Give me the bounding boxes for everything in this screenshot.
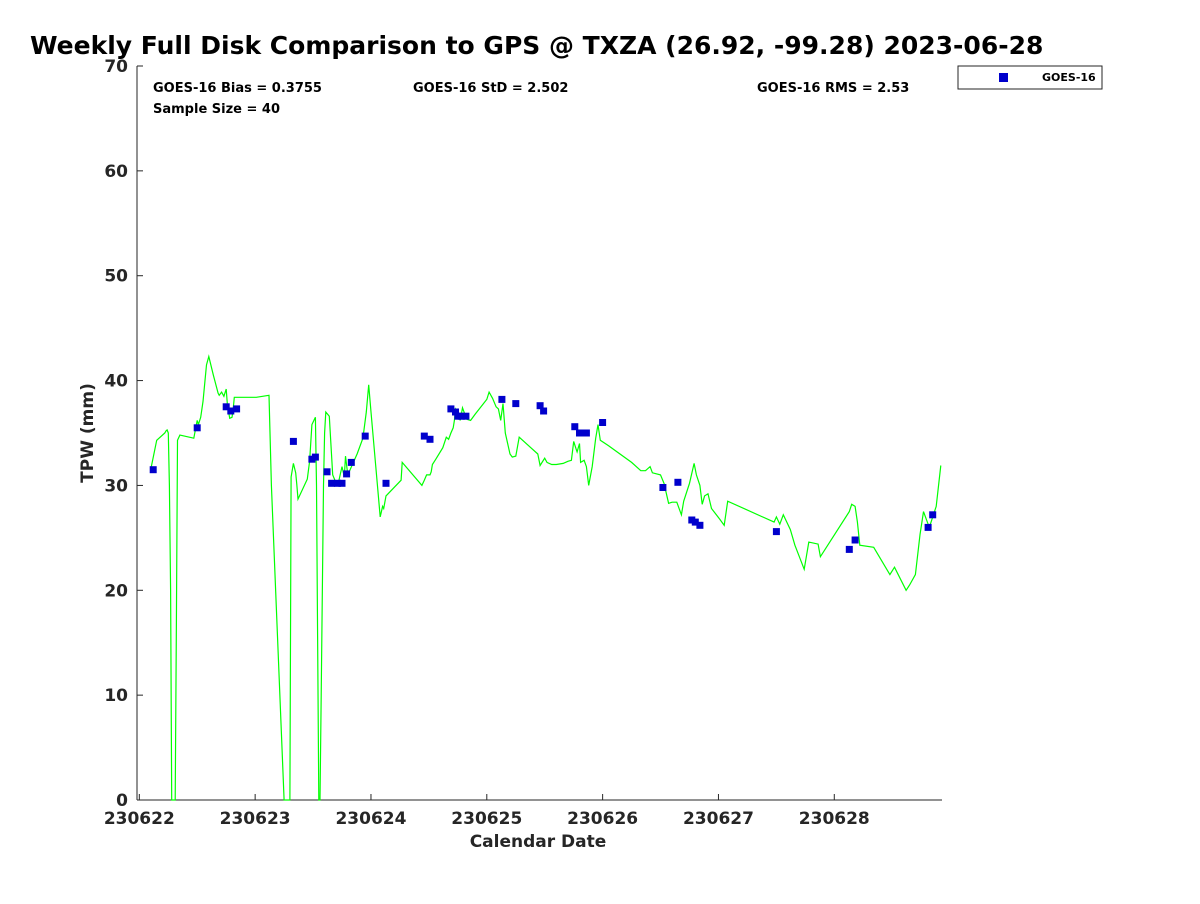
bias-stat: GOES-16 Bias = 0.3755	[153, 81, 322, 96]
goes-16-point	[361, 432, 369, 440]
goes-16-point	[696, 521, 704, 529]
goes-16-point	[498, 395, 506, 403]
goes-16-point	[599, 419, 607, 426]
goes-16-point	[323, 468, 331, 476]
rms-stat: GOES-16 RMS = 2.53	[757, 81, 909, 96]
goes-16-point	[328, 479, 336, 487]
x-tick-label: 230625	[451, 809, 522, 829]
goes-16-point	[426, 435, 434, 443]
goes-16-point	[338, 479, 346, 487]
x-ticks: 230622 230623 230624 230625 230626 230627 2306…	[104, 794, 870, 829]
y-tick-label: 10	[104, 686, 128, 706]
goes-16-point	[343, 470, 351, 478]
legend: GOES-16	[957, 65, 1103, 90]
legend-marker-goes-16	[999, 73, 1008, 82]
y-axis-label: TPW (mm)	[78, 383, 98, 483]
x-tick-label: 230627	[683, 809, 754, 829]
goes-16-point	[457, 412, 465, 420]
goes-16-point	[582, 429, 590, 437]
goes-16-point	[659, 484, 667, 491]
y-tick-label: 70	[104, 57, 128, 77]
x-tick-label: 230628	[799, 809, 870, 829]
goes-16-point	[540, 407, 548, 415]
goes-16-point	[674, 478, 682, 486]
legend-box	[957, 65, 1103, 90]
goes-16-point	[924, 523, 932, 531]
x-axis-label: Calendar Date	[470, 832, 607, 852]
y-tick-label: 50	[104, 267, 128, 287]
goes-16-point	[772, 528, 780, 536]
x-tick-label: 230622	[104, 809, 175, 829]
goes-16-point	[851, 536, 859, 544]
x-tick-label: 230623	[220, 809, 291, 829]
y-tick-label: 20	[104, 581, 128, 601]
goes-16-point	[571, 423, 579, 431]
sample-size-stat: Sample Size = 40	[153, 102, 280, 117]
goes-16-point	[845, 545, 853, 553]
x-tick-label: 230624	[335, 809, 406, 829]
goes-16-point	[347, 458, 355, 466]
goes-16-point	[289, 437, 297, 445]
goes-16-point	[193, 424, 201, 432]
goes-16-point	[222, 403, 230, 411]
goes-16-point	[311, 453, 319, 461]
plot-axes	[136, 66, 942, 801]
goes-16-point	[929, 511, 937, 519]
goes-16-point	[691, 518, 699, 526]
x-tick-label: 230626	[567, 809, 638, 829]
goes-16-point	[462, 412, 470, 420]
goes-16-point	[536, 402, 544, 410]
y-tick-label: 40	[104, 372, 128, 392]
goes-16-point	[420, 432, 428, 440]
y-ticks: 0 10 20 30 40 50 60 70	[104, 57, 143, 811]
y-tick-label: 60	[104, 162, 128, 182]
goes-16-point	[452, 408, 459, 416]
goes-16-points	[149, 395, 937, 553]
gps-tpw-line	[150, 354, 942, 801]
chart-title: Weekly Full Disk Comparison to GPS @ TXZ…	[30, 31, 1043, 60]
goes-16-point	[227, 407, 235, 415]
goes-16-point	[149, 466, 157, 474]
goes-16-point	[382, 479, 390, 487]
goes-16-point	[512, 400, 520, 408]
goes-16-point	[233, 405, 241, 413]
y-tick-label: 30	[104, 476, 128, 496]
y-tick-label: 0	[116, 791, 128, 811]
legend-label-goes-16: GOES-16	[1042, 71, 1096, 84]
std-stat: GOES-16 StD = 2.502	[413, 81, 568, 96]
goes-16-point	[447, 405, 455, 413]
goes-16-point	[333, 479, 341, 487]
